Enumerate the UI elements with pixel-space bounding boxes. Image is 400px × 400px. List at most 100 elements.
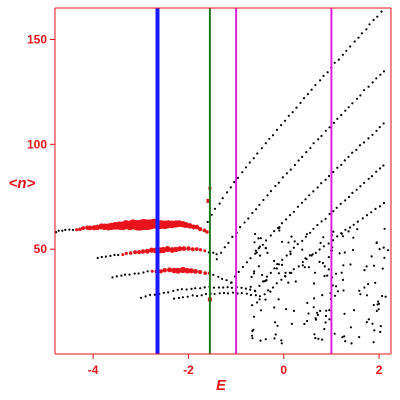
- cloud-point-452: [351, 248, 355, 252]
- band-4-point-164: [111, 276, 114, 279]
- band-9-point-325: [314, 251, 317, 254]
- band-3-point-142: [301, 155, 304, 158]
- band-1-point-64: [283, 119, 287, 122]
- band-3-point-158: [363, 89, 366, 92]
- band-1-point-62: [275, 128, 278, 131]
- band-5-point-192: [230, 281, 233, 284]
- band-3-point-129: [251, 211, 254, 215]
- cloud-point-466: [255, 251, 258, 254]
- band-1-point-85: [365, 28, 368, 31]
- band-4-point-187: [212, 273, 215, 276]
- cloud-point-415: [301, 264, 304, 267]
- cloud-point-447: [372, 264, 376, 267]
- x-tick-label-3: 2: [376, 363, 383, 377]
- band-3-point-163: [382, 70, 386, 73]
- band-4-point-166: [120, 274, 123, 277]
- cloud-point-463: [382, 246, 385, 249]
- band-3-point-139: [289, 168, 292, 171]
- band-0-point-1: [57, 229, 60, 232]
- cloud-point-351: [317, 337, 320, 340]
- band-1-point-74: [322, 74, 325, 77]
- band-5-point-220: [340, 163, 343, 166]
- band-6-point-232: [139, 296, 143, 299]
- cloud-point-496: [313, 333, 316, 336]
- cloud-point-361: [324, 321, 327, 324]
- cloud-point-391: [350, 342, 353, 345]
- band-6-point-255: [244, 287, 247, 290]
- band-1-point-57: [256, 152, 259, 155]
- band-1-point-80: [345, 49, 348, 52]
- band-4-point-167: [123, 273, 127, 276]
- x-tick-label-0: -4: [88, 363, 99, 377]
- band-7-point-287: [367, 177, 370, 180]
- band-9-point-322: [301, 260, 304, 264]
- band-3-point-137: [281, 176, 284, 179]
- band-5-point-223: [351, 151, 354, 154]
- cloud-point-383: [365, 321, 368, 324]
- cloud-point-352: [324, 314, 327, 318]
- band-5-point-222: [347, 155, 350, 158]
- band-8-point-295: [186, 295, 189, 298]
- red-marker-0: [206, 198, 211, 203]
- cloud-point-439: [306, 301, 309, 304]
- cloud-point-388: [323, 327, 326, 331]
- band-2-point-94: [113, 253, 116, 257]
- cloud-point-374: [343, 335, 346, 338]
- band-4-point-165: [115, 275, 118, 278]
- cloud-point-448: [307, 312, 310, 315]
- band-8-point-303: [222, 291, 226, 295]
- band-7-point-258: [253, 289, 257, 292]
- band-1-point-79: [341, 53, 344, 56]
- cloud-point-411: [284, 275, 287, 278]
- band-7-point-267: [289, 250, 292, 253]
- band-1-point-61: [271, 134, 275, 137]
- cloud-point-400: [375, 309, 378, 313]
- band-3-point-148: [324, 129, 327, 132]
- cloud-point-431: [290, 322, 293, 325]
- band-9-point-317: [280, 278, 283, 281]
- band-3-point-121: [220, 251, 223, 254]
- band-3-point-154: [347, 106, 350, 109]
- band-8-point-304: [226, 292, 230, 295]
- cloud-point-480: [257, 265, 260, 268]
- band-8-point-294: [181, 296, 184, 299]
- cloud-point-398: [273, 306, 276, 309]
- band-2-point-114: [194, 247, 199, 251]
- cloud-point-473: [312, 282, 316, 285]
- band-2-point-118: [212, 251, 215, 254]
- cloud-point-406: [381, 294, 384, 298]
- cloud-point-468: [381, 267, 384, 270]
- band-1-point-72: [314, 83, 317, 87]
- cloud-point-430: [377, 308, 380, 311]
- band-5-point-200: [261, 243, 264, 246]
- cloud-point-444: [259, 237, 262, 240]
- band-0-point-6: [75, 228, 79, 232]
- band-1-point-53: [241, 171, 244, 174]
- band-8-point-296: [191, 294, 194, 297]
- band-5-point-226: [362, 141, 366, 144]
- cloud-point-423: [356, 228, 359, 231]
- band-1-point-49: [225, 191, 229, 194]
- band-1-point-71: [310, 88, 313, 91]
- band-7-point-285: [359, 185, 362, 188]
- band-8-point-293: [177, 296, 181, 299]
- cloud-point-394: [308, 254, 311, 257]
- band-4-point-190: [225, 279, 228, 282]
- band-7-point-262: [269, 271, 272, 274]
- band-3-point-155: [351, 102, 354, 105]
- band-8-point-305: [231, 291, 235, 294]
- cloud-point-424: [365, 265, 368, 268]
- band-5-point-211: [304, 198, 307, 201]
- band-6-point-238: [167, 291, 170, 294]
- cloud-point-348: [343, 251, 346, 254]
- cloud-point-478: [335, 285, 338, 288]
- cloud-point-462: [334, 272, 338, 275]
- cloud-point-432: [254, 249, 257, 252]
- band-0-point-2: [61, 229, 64, 232]
- band-4-point-175: [158, 269, 163, 274]
- band-1-point-58: [260, 147, 263, 150]
- cloud-point-359: [316, 311, 319, 314]
- cloud-point-343: [383, 256, 386, 259]
- y-tick-label-2: 150: [27, 32, 47, 46]
- band-0-point-40: [194, 224, 200, 230]
